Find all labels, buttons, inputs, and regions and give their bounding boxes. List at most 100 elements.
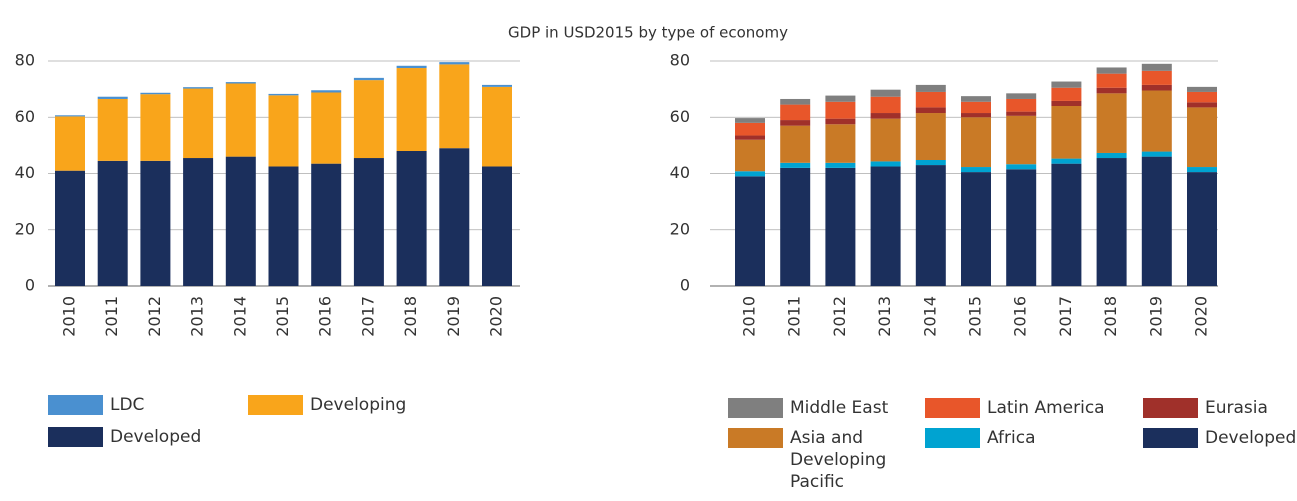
bar-segment [311, 92, 342, 164]
bar-segment [482, 166, 512, 286]
bar-segment [961, 172, 991, 286]
chart-title: GDP in USD2015 by type of economy [508, 24, 788, 42]
bar-segment [961, 117, 991, 168]
bar-segment [1051, 87, 1082, 101]
legend-label: Eurasia [1205, 398, 1268, 418]
bar-segment [55, 116, 85, 171]
bar-segment [1187, 167, 1217, 173]
legend-label: Middle East [790, 398, 889, 418]
bar-segment [183, 158, 214, 286]
legend-label: Latin America [987, 398, 1105, 418]
bar-segment [1051, 163, 1082, 286]
bar-segment [870, 113, 901, 119]
bar-segment [396, 151, 427, 286]
legend-label: LDC [110, 395, 145, 415]
y-tick-label: 20 [670, 219, 690, 238]
x-tick-label: 2020 [1192, 296, 1211, 337]
bar-segment [915, 91, 946, 108]
legend-label: Africa [987, 428, 1036, 448]
bar-segment [1051, 81, 1082, 88]
y-tick-label: 60 [15, 107, 35, 126]
bar-segment [268, 166, 299, 286]
bar-segment [780, 120, 811, 126]
bar-segment [735, 139, 765, 172]
bar-segment [1187, 102, 1217, 108]
x-tick-label: 2010 [60, 296, 79, 337]
x-tick-label: 2020 [487, 296, 506, 337]
bar-segment [780, 162, 811, 168]
legend-swatch [728, 398, 783, 418]
bar-segment [140, 160, 171, 286]
x-tick-label: 2010 [740, 296, 759, 337]
bar-segment [915, 113, 946, 160]
bar-segment [1096, 158, 1127, 286]
bar-segment [396, 65, 427, 69]
bar-segment [353, 80, 384, 159]
bar-segment [1096, 87, 1127, 94]
y-tick-label: 80 [670, 51, 690, 70]
y-tick-label: 60 [670, 107, 690, 126]
y-tick-label: 40 [15, 163, 35, 182]
bar-segment [439, 148, 470, 286]
bar-segment [55, 170, 85, 286]
bar-segment [915, 165, 946, 286]
bar-segment [1096, 152, 1127, 159]
bar-segment [1006, 169, 1037, 286]
y-tick-label: 0 [680, 276, 690, 295]
x-tick-label: 2011 [785, 296, 804, 337]
bar-segment [825, 167, 856, 286]
bar-segment [825, 118, 856, 125]
bar-segment [825, 95, 856, 102]
bar-segment [1141, 156, 1172, 286]
legend-label: Developing [310, 395, 407, 415]
bar-segment [1141, 84, 1172, 91]
bar-segment [961, 113, 991, 118]
y-tick-label: 0 [25, 276, 35, 295]
bar-segment [1187, 91, 1217, 103]
bar-segment [1051, 106, 1082, 159]
bar-segment [396, 68, 427, 151]
x-tick-label: 2016 [1011, 296, 1030, 337]
bar-segment [825, 162, 856, 168]
bar-segment [97, 96, 128, 99]
bar-segment [1006, 115, 1037, 165]
bar-segment [825, 101, 856, 119]
bar-segment [1187, 172, 1217, 286]
x-tick-label: 2017 [358, 296, 377, 337]
legend-label: Developed [1205, 428, 1297, 448]
x-tick-label: 2013 [875, 296, 894, 337]
bar-segment [870, 161, 901, 167]
bar-segment [311, 90, 342, 93]
legend-swatch [248, 395, 303, 415]
bar-segment [183, 88, 214, 159]
y-tick-label: 40 [670, 163, 690, 182]
bar-segment [1096, 93, 1127, 153]
x-tick-label: 2019 [444, 296, 463, 337]
bar-segment [870, 118, 901, 162]
bar-segment [268, 95, 299, 167]
legend-swatch [1143, 428, 1198, 448]
y-tick-label: 20 [15, 219, 35, 238]
bar-segment [1141, 90, 1172, 152]
x-tick-label: 2012 [145, 296, 164, 337]
bar-segment [225, 82, 256, 84]
bar-segment [915, 84, 946, 92]
bar-segment [1051, 158, 1082, 164]
bar-segment [780, 167, 811, 286]
bar-segment [1187, 86, 1217, 92]
bar-segment [1006, 93, 1037, 99]
bar-segment [439, 62, 470, 65]
bar-segment [870, 89, 901, 97]
bar-segment [825, 124, 856, 163]
x-tick-label: 2014 [920, 296, 939, 337]
bar-segment [735, 118, 765, 123]
bar-segment [780, 104, 811, 121]
x-tick-label: 2015 [273, 296, 292, 337]
bar-segment [183, 87, 214, 89]
y-tick-label: 80 [15, 51, 35, 70]
bar-segment [439, 64, 470, 149]
bar-segment [225, 156, 256, 286]
bar-segment [1051, 100, 1082, 106]
